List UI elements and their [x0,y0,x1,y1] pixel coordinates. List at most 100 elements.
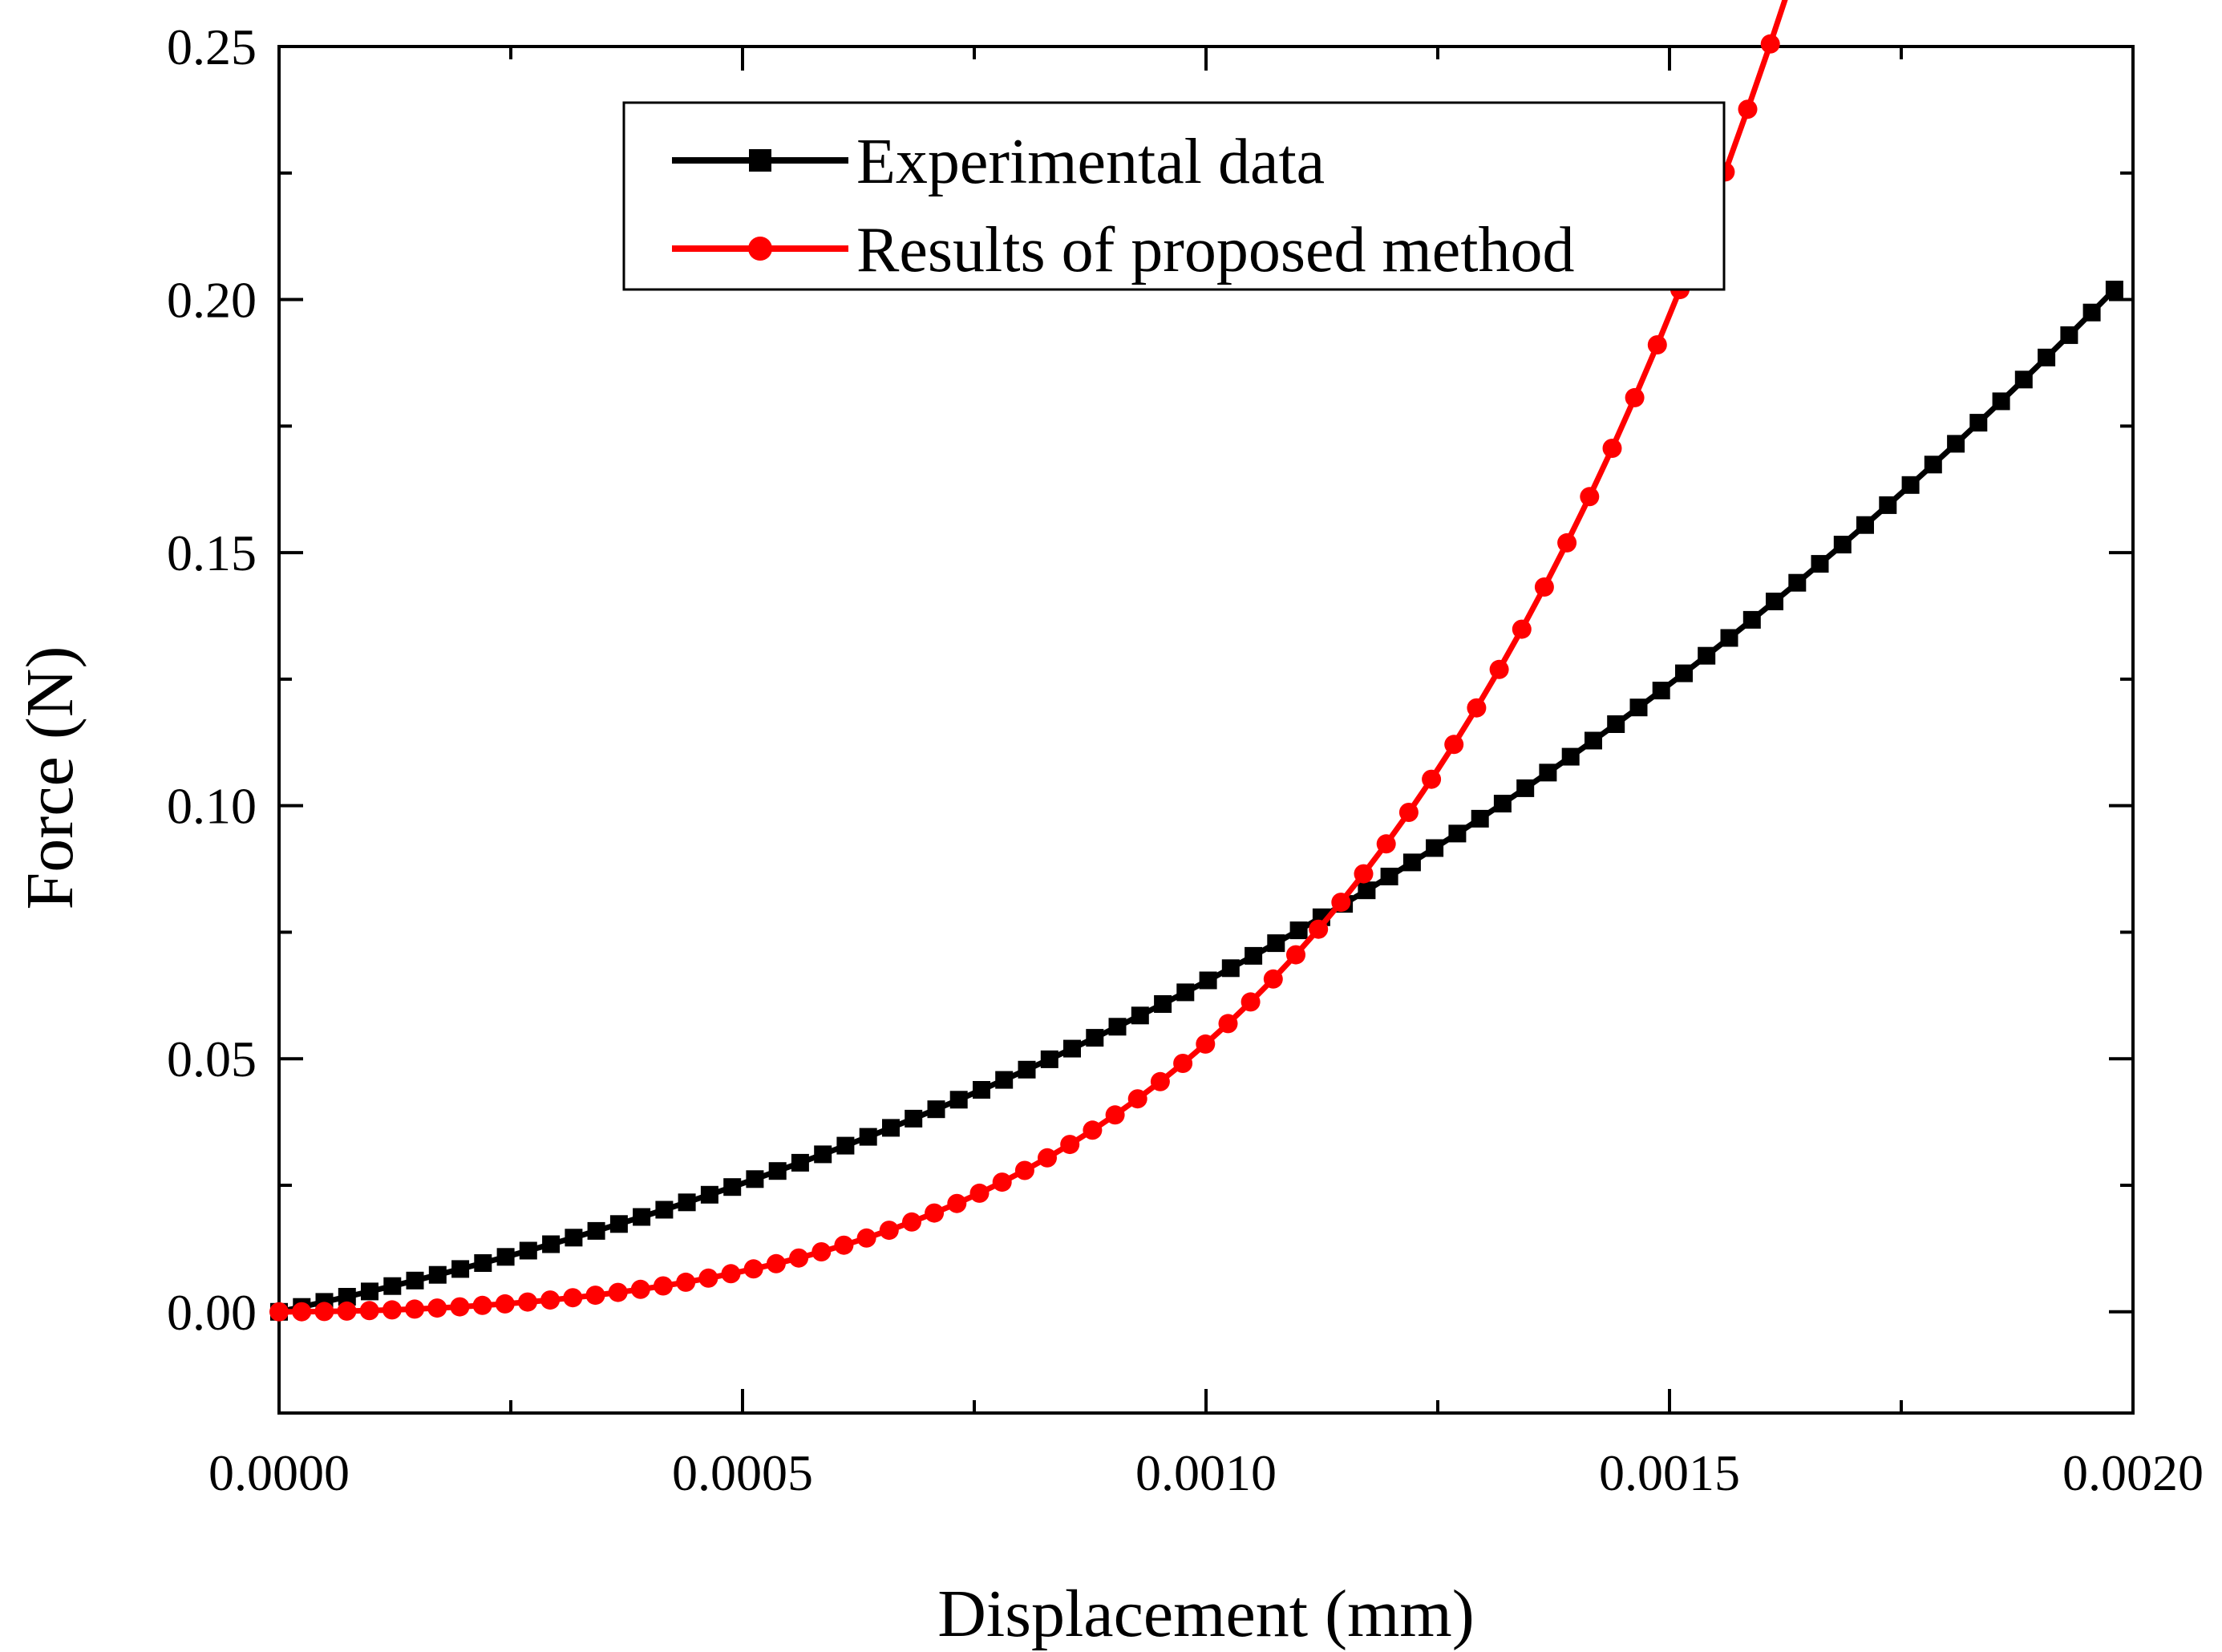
data-point [1289,921,1308,940]
data-point [1901,476,1920,494]
data-point [655,1201,674,1219]
data-point [1788,573,1807,592]
data-point [1358,881,1376,900]
data-point [1585,731,1602,750]
series-proposed [269,0,1788,1322]
data-point [518,1292,537,1312]
data-point [905,1109,923,1128]
data-point [856,1228,876,1248]
y-tick-label: 0.15 [167,524,257,581]
data-point [1398,803,1419,822]
data-point [1444,735,1464,755]
series-line [278,287,2117,1315]
data-point [1402,853,1421,872]
data-point [949,1091,968,1109]
data-point [678,1193,696,1212]
data-point [587,1221,605,1240]
data-point [1516,779,1535,797]
data-point [723,1178,742,1196]
data-point [361,1282,378,1301]
series-layer [269,0,2123,1322]
data-point [1018,1060,1036,1079]
data-point [834,1235,854,1255]
x-tick-label: 0.0010 [1135,1444,1277,1501]
data-point [1629,698,1648,717]
data-point [1263,969,1283,989]
axis-ticks [277,45,2135,1413]
data-point [836,1136,855,1155]
data-point [902,1212,921,1232]
data-point [563,1288,583,1308]
legend-box [622,101,1726,291]
data-point [1738,99,1758,119]
legend-marker-proposed [748,237,772,261]
data-point [768,1162,787,1180]
data-point [1127,1089,1147,1109]
data-point [1286,945,1305,965]
data-point [1060,1135,1080,1155]
data-point [1131,1006,1149,1025]
data-point [1766,593,1783,610]
data-point [1969,414,1988,432]
data-point [766,1253,786,1273]
data-point [1607,715,1625,733]
data-point [1218,1014,1238,1034]
data-point [1150,1071,1170,1091]
x-tick-label: 0.0020 [2062,1444,2204,1501]
data-point [1557,532,1577,553]
data-point [1924,456,1942,474]
data-point [630,1279,650,1299]
data-point [269,1302,289,1322]
data-point [2105,281,2123,298]
data-point [1992,392,2010,411]
data-point [540,1290,561,1310]
data-point [1760,34,1780,54]
data-point [654,1276,673,1296]
data-point [1512,619,1532,639]
x-tick-label: 0.0015 [1599,1444,1740,1501]
data-point [428,1265,447,1284]
series-experimental [270,281,2123,1321]
data-point [1014,1160,1034,1180]
data-point [1833,536,1852,554]
x-tick-label: 0.0005 [672,1444,813,1501]
data-point [698,1268,718,1288]
data-point [1489,659,1509,679]
legend-marker-experimental [749,149,771,172]
data-point [1539,763,1557,782]
data-point [1422,769,1442,789]
data-point [1038,1148,1057,1168]
data-point [1108,1018,1127,1036]
data-point [609,1215,628,1233]
data-point [1448,824,1467,843]
legend: Experimental data Results of proposed me… [622,101,1726,291]
data-point [314,1302,334,1322]
y-tick-label: 0.20 [167,272,257,329]
data-point [472,1295,492,1315]
data-point [406,1271,424,1290]
data-point [1376,834,1396,854]
data-point [1083,1120,1103,1140]
data-point [1221,959,1240,978]
data-point [1380,868,1398,885]
y-tick-labels: 0.00 0.05 0.10 0.15 0.20 0.25 [167,18,257,1341]
data-point [791,1153,809,1172]
x-tick-labels: 0.0000 0.0005 0.0010 0.0015 0.0020 [208,1444,2204,1501]
data-point [746,1170,764,1188]
legend-label-proposed: Results of proposed method [856,215,1574,285]
data-point [811,1242,832,1261]
data-point [1040,1050,1058,1068]
data-point [743,1259,763,1279]
y-tick-label: 0.25 [167,18,257,75]
y-tick-label: 0.00 [167,1284,257,1341]
data-point [947,1193,967,1213]
data-point [1354,864,1374,884]
data-point [427,1298,447,1318]
legend-label-experimental: Experimental data [856,127,1325,197]
data-point [1561,747,1580,766]
data-point [2082,303,2101,322]
data-point [519,1241,537,1260]
data-point [474,1254,492,1272]
data-point [1063,1039,1081,1058]
data-point [2060,326,2078,344]
